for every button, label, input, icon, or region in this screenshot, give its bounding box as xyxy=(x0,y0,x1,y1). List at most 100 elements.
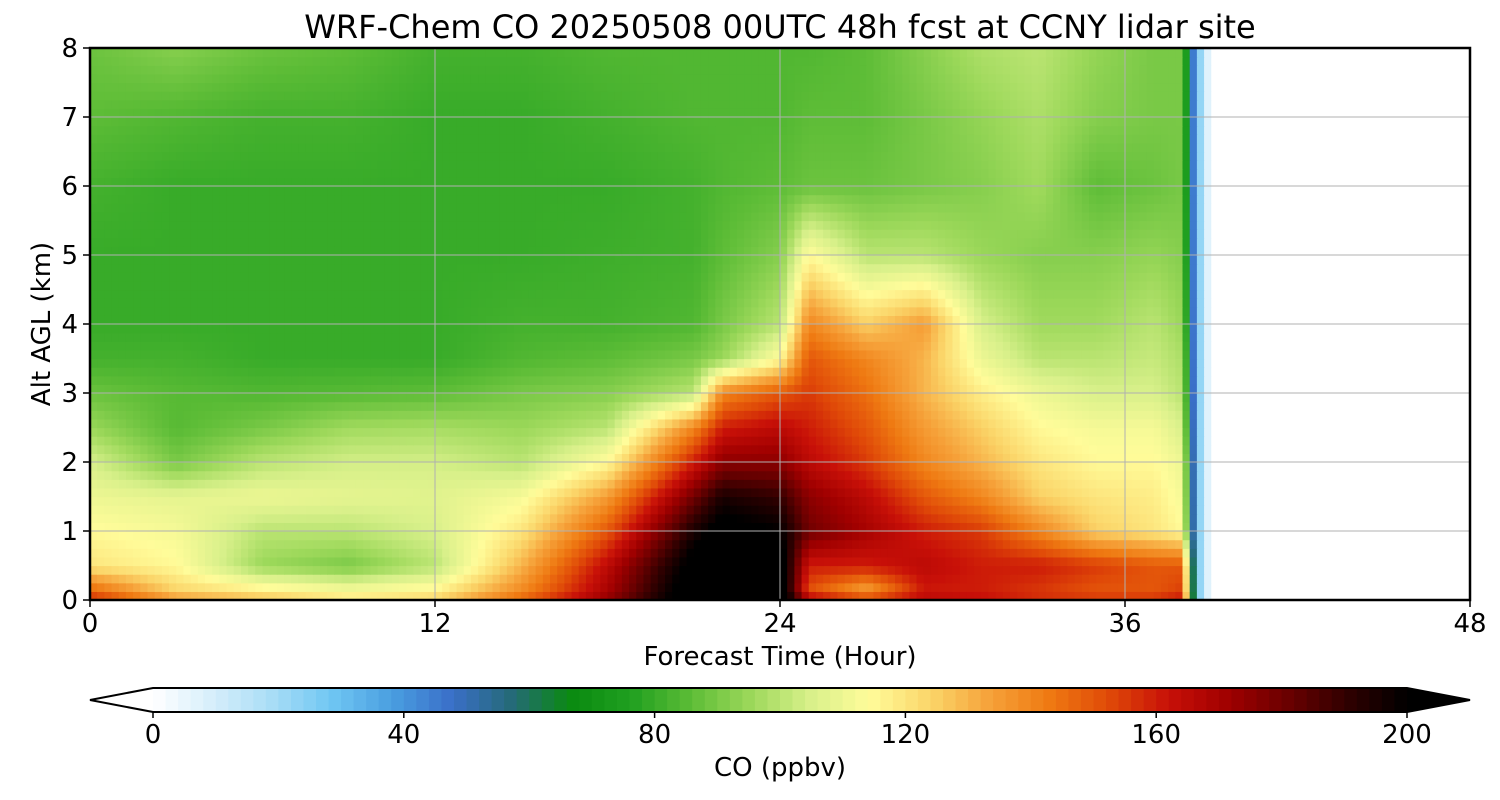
heatmap-cell xyxy=(363,539,371,549)
heatmap-cell xyxy=(794,565,803,575)
heatmap-cell xyxy=(514,487,522,498)
heatmap-cell xyxy=(334,410,343,420)
heatmap-cell xyxy=(542,384,551,394)
heatmap-cell xyxy=(413,436,422,446)
heatmap-cell xyxy=(1182,505,1191,515)
heatmap-cell xyxy=(492,574,501,584)
heatmap-cell xyxy=(1010,470,1018,480)
heatmap-cell xyxy=(880,531,889,541)
heatmap-cell xyxy=(909,548,918,558)
heatmap-cell xyxy=(140,513,149,523)
heatmap-cell xyxy=(492,496,501,506)
heatmap-cell xyxy=(183,453,192,463)
heatmap-cell xyxy=(233,479,242,489)
heatmap-cell xyxy=(902,522,910,532)
heatmap-cell xyxy=(650,427,659,437)
heatmap-cell xyxy=(1304,427,1313,437)
heatmap-cell xyxy=(291,487,300,498)
heatmap-cell xyxy=(205,496,213,506)
heatmap-cell xyxy=(1175,522,1184,532)
heatmap-cell xyxy=(722,401,731,411)
heatmap-cell xyxy=(284,436,292,446)
heatmap-cell xyxy=(435,505,443,515)
heatmap-cell xyxy=(449,427,458,437)
heatmap-cell xyxy=(1031,462,1040,472)
heatmap-cell xyxy=(255,582,264,592)
heatmap-cell xyxy=(320,574,328,584)
heatmap-cell xyxy=(413,444,422,454)
heatmap-cell xyxy=(1426,591,1435,600)
heatmap-cell xyxy=(959,505,968,515)
heatmap-cell xyxy=(729,427,738,437)
heatmap-cell xyxy=(1376,401,1385,411)
heatmap-cell xyxy=(629,453,637,463)
heatmap-cell xyxy=(1311,505,1320,515)
heatmap-cell xyxy=(1182,453,1191,463)
heatmap-cell xyxy=(1261,574,1270,584)
heatmap-cell xyxy=(808,522,817,532)
heatmap-cell xyxy=(341,582,350,592)
heatmap-cell xyxy=(607,479,616,489)
heatmap-cell xyxy=(823,556,831,567)
heatmap-cell xyxy=(1261,531,1270,541)
heatmap-cell xyxy=(1218,539,1227,549)
heatmap-cell xyxy=(442,375,450,385)
heatmap-cell xyxy=(679,505,688,515)
heatmap-cell xyxy=(959,513,968,523)
heatmap-cell xyxy=(564,444,573,454)
heatmap-cell xyxy=(1038,401,1047,411)
heatmap-cell xyxy=(370,574,379,584)
heatmap-cell xyxy=(837,479,846,489)
heatmap-cell xyxy=(679,496,688,506)
heatmap-cell xyxy=(305,487,314,498)
heatmap-cell xyxy=(837,427,846,437)
heatmap-cell xyxy=(1254,556,1263,567)
heatmap-cell xyxy=(765,470,774,480)
heatmap-cell xyxy=(1168,401,1176,411)
heatmap-cell xyxy=(1297,453,1306,463)
heatmap-cell xyxy=(772,410,781,420)
heatmap-cell xyxy=(1275,401,1284,411)
heatmap-cell xyxy=(823,393,831,403)
heatmap-cell xyxy=(470,427,479,437)
heatmap-cell xyxy=(1168,470,1176,480)
heatmap-cell xyxy=(514,453,522,463)
heatmap-cell xyxy=(420,462,429,472)
heatmap-cell xyxy=(1419,487,1428,498)
heatmap-cell xyxy=(1369,574,1378,584)
heatmap-cell xyxy=(118,462,127,472)
heatmap-cell xyxy=(1448,565,1457,575)
heatmap-cell xyxy=(1081,384,1090,394)
heatmap-cell xyxy=(485,539,494,549)
heatmap-cell xyxy=(535,470,544,480)
heatmap-cell xyxy=(672,565,680,575)
heatmap-cell xyxy=(1426,418,1435,429)
heatmap-cell xyxy=(765,436,774,446)
heatmap-cell xyxy=(679,453,688,463)
heatmap-cell xyxy=(1355,556,1363,567)
heatmap-cell xyxy=(837,375,846,385)
heatmap-cell xyxy=(995,496,1004,506)
heatmap-cell xyxy=(320,539,328,549)
heatmap-cell xyxy=(808,505,817,515)
heatmap-cell xyxy=(1383,479,1392,489)
heatmap-cell xyxy=(406,582,415,592)
heatmap-cell xyxy=(607,384,616,394)
heatmap-cell xyxy=(1383,513,1392,523)
heatmap-cell xyxy=(1304,513,1313,523)
heatmap-cell xyxy=(233,531,242,541)
heatmap-cell xyxy=(478,418,486,429)
heatmap-cell xyxy=(1053,384,1061,394)
heatmap-cell xyxy=(859,539,867,549)
heatmap-cell xyxy=(557,427,565,437)
heatmap-cell xyxy=(1031,531,1040,541)
heatmap-cell xyxy=(650,556,659,567)
heatmap-cell xyxy=(90,522,98,532)
heatmap-cell xyxy=(140,462,149,472)
heatmap-cell xyxy=(700,410,709,420)
heatmap-cell xyxy=(1060,582,1069,592)
heatmap-cell xyxy=(1326,496,1335,506)
heatmap-cell xyxy=(1175,505,1184,515)
heatmap-cell xyxy=(1462,470,1470,480)
heatmap-cell xyxy=(823,401,831,411)
